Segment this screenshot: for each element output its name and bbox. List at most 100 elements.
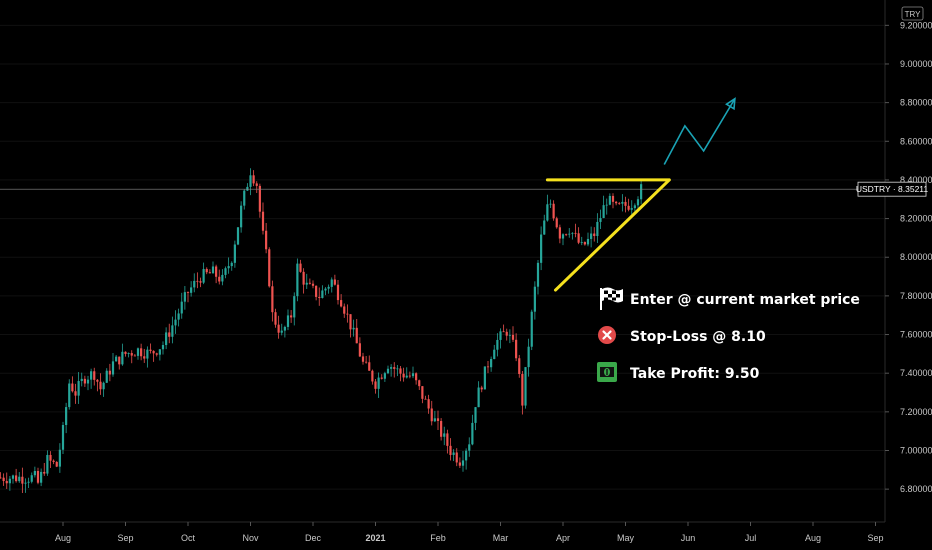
candle: [190, 281, 193, 297]
candle-body: [540, 234, 543, 263]
candle: [611, 193, 615, 209]
price-tick-label: 7.20000: [900, 407, 932, 417]
candle-body: [211, 266, 215, 274]
candle-body: [565, 234, 568, 236]
candle: [536, 259, 540, 295]
candle-body: [452, 452, 455, 455]
candle: [215, 264, 218, 284]
candle: [405, 367, 408, 379]
candle: [430, 400, 433, 426]
candle-body: [240, 205, 243, 228]
candle-body: [486, 366, 490, 368]
candle: [618, 201, 621, 205]
candle: [352, 319, 355, 337]
triangle-bottom-line[interactable]: [554, 178, 671, 292]
price-tick-label: 7.80000: [900, 291, 932, 301]
candle-body: [318, 296, 321, 298]
candle-body: [474, 407, 477, 423]
candle: [15, 468, 18, 483]
candle-body: [640, 184, 643, 200]
candle-body: [2, 477, 5, 482]
candle: [636, 196, 640, 210]
price-tick-label: 8.00000: [900, 252, 932, 262]
candle-body: [40, 471, 43, 483]
candle-body: [274, 312, 277, 325]
candle: [227, 257, 230, 274]
candle-body: [449, 445, 452, 455]
candle: [277, 315, 280, 339]
candle: [543, 214, 546, 235]
currency-badge[interactable]: TRY: [901, 6, 924, 21]
price-axis[interactable]: 9.20000 9.00000 8.80000 8.60000 8.40000 8.200…: [885, 20, 932, 494]
time-axis[interactable]: Aug Sep Oct Nov Dec 2021 Feb Mar Apr May Jun Jul Aug…: [55, 522, 884, 543]
price-tick-label: 7.00000: [900, 445, 932, 455]
candle-body: [465, 450, 468, 461]
candle: [205, 267, 208, 275]
candle: [596, 213, 599, 243]
candle: [580, 236, 583, 246]
candle-body: [121, 351, 124, 365]
candle-body: [11, 475, 15, 479]
candle-body: [546, 204, 549, 221]
price-tick-label: 7.60000: [900, 330, 932, 340]
candle: [186, 291, 190, 303]
candle-body: [421, 386, 424, 399]
candle-body: [280, 330, 283, 333]
candle: [83, 375, 86, 387]
candle: [305, 273, 308, 289]
candle-body: [405, 375, 408, 378]
candle: [327, 284, 330, 294]
time-tick-label: Aug: [805, 533, 821, 543]
candle-body: [155, 353, 158, 355]
candle: [99, 373, 102, 395]
candle-body: [502, 331, 505, 333]
candle: [340, 294, 343, 308]
candle: [146, 346, 149, 368]
candle-body: [555, 218, 558, 228]
candle-body: [86, 379, 90, 384]
candle: [177, 308, 180, 327]
candle-body: [327, 286, 330, 289]
candle: [133, 353, 136, 357]
candle: [143, 348, 146, 363]
candle: [624, 196, 627, 213]
candle: [443, 426, 446, 446]
candle-body: [471, 422, 474, 445]
candle: [65, 402, 68, 434]
candle: [261, 202, 265, 235]
candle: [193, 273, 196, 293]
candle: [546, 194, 549, 222]
candle: [268, 247, 271, 288]
candle: [140, 343, 143, 361]
candle-body: [596, 221, 599, 237]
candle-body: [343, 306, 346, 314]
candle-body: [324, 288, 327, 291]
candle: [521, 370, 524, 415]
candle-body: [461, 460, 465, 466]
price-tick-label: 9.20000: [900, 20, 932, 30]
candle-body: [8, 478, 11, 484]
candle-body: [515, 339, 518, 359]
candle: [555, 216, 558, 229]
candle-body: [168, 332, 171, 337]
candle: [236, 227, 240, 246]
projection-path[interactable]: [663, 98, 736, 165]
candle: [390, 364, 393, 377]
candle: [183, 286, 186, 310]
candle: [418, 379, 421, 390]
time-tick-label: Sep: [867, 533, 883, 543]
candle-body: [271, 286, 274, 313]
candle-body: [249, 175, 252, 187]
candle-body: [608, 195, 611, 205]
candle: [349, 314, 352, 338]
candle-body: [352, 327, 355, 330]
candle-body: [208, 272, 211, 274]
candle-body: [590, 233, 593, 239]
candle: [18, 472, 21, 483]
candle: [540, 226, 543, 271]
candle-body: [511, 334, 515, 340]
candle: [33, 466, 36, 478]
price-tick-label: 8.80000: [900, 98, 932, 108]
candle-body: [530, 311, 533, 347]
